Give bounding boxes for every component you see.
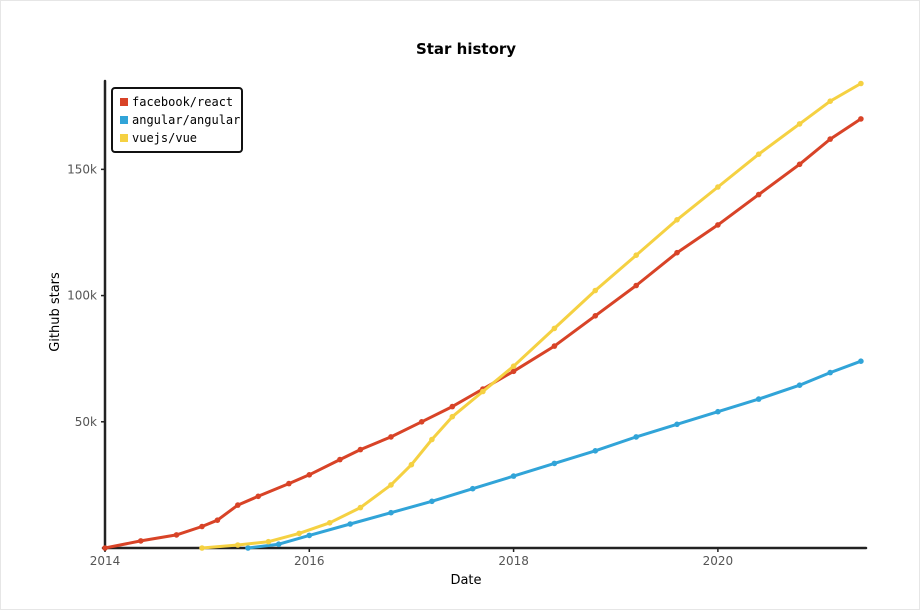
series-vuejs-vue <box>199 80 864 551</box>
data-point-angular-angular <box>674 421 680 428</box>
data-point-vuejs-vue <box>235 542 241 548</box>
data-point-vuejs-vue <box>326 520 333 526</box>
legend-label: facebook/react <box>132 95 233 109</box>
data-point-facebook-react <box>858 116 864 122</box>
data-point-angular-angular <box>796 382 803 389</box>
data-point-facebook-react <box>286 480 292 487</box>
x-tick-label: 2014 <box>90 554 121 568</box>
data-point-vuejs-vue <box>449 413 456 420</box>
x-tick-label: 2020 <box>703 554 734 568</box>
data-point-facebook-react <box>827 136 833 142</box>
x-tick-label: 2018 <box>498 554 529 568</box>
data-point-facebook-react <box>755 191 762 198</box>
data-point-vuejs-vue <box>674 217 680 223</box>
data-point-angular-angular <box>510 473 517 479</box>
series-line-angular-angular <box>246 359 863 550</box>
data-point-facebook-react <box>796 161 803 168</box>
data-point-facebook-react <box>510 368 517 375</box>
legend-label: vuejs/vue <box>132 131 197 145</box>
data-point-angular-angular <box>858 358 864 365</box>
data-point-vuejs-vue <box>296 530 302 537</box>
data-point-facebook-react <box>449 403 456 410</box>
data-point-vuejs-vue <box>429 436 435 443</box>
data-point-facebook-react <box>255 493 261 500</box>
data-point-angular-angular <box>306 532 313 539</box>
legend-label: angular/angular <box>132 113 240 127</box>
data-point-facebook-react <box>337 456 343 463</box>
data-point-vuejs-vue <box>408 461 415 468</box>
series-line-facebook-react <box>103 117 863 550</box>
data-point-vuejs-vue <box>858 80 864 87</box>
y-tick-label: 150k <box>67 162 97 176</box>
series-facebook-react <box>102 116 864 551</box>
x-axis-label: Date <box>450 573 481 588</box>
data-point-vuejs-vue <box>480 388 486 395</box>
data-point-facebook-react <box>173 532 180 538</box>
data-point-facebook-react <box>633 282 639 289</box>
y-axis-label: Github stars <box>48 272 63 352</box>
x-tick-label: 2016 <box>294 554 325 568</box>
data-point-vuejs-vue <box>265 538 272 545</box>
data-point-facebook-react <box>592 313 599 319</box>
data-point-angular-angular <box>755 396 762 402</box>
data-point-vuejs-vue <box>199 545 205 551</box>
legend-box <box>111 87 243 153</box>
data-point-angular-angular <box>429 498 435 505</box>
data-point-facebook-react <box>418 419 425 425</box>
data-point-facebook-react <box>306 472 313 478</box>
data-point-angular-angular <box>715 408 721 415</box>
data-point-facebook-react <box>388 434 394 440</box>
data-point-vuejs-vue <box>755 151 762 157</box>
data-point-facebook-react <box>138 538 144 544</box>
legend-swatch <box>120 116 128 124</box>
data-point-angular-angular <box>592 448 599 454</box>
data-point-facebook-react <box>214 517 221 523</box>
data-point-vuejs-vue <box>510 363 517 370</box>
y-tick-label: 50k <box>75 415 97 429</box>
data-point-vuejs-vue <box>715 184 721 190</box>
data-point-angular-angular <box>347 521 354 527</box>
data-point-vuejs-vue <box>357 504 364 511</box>
data-point-facebook-react <box>715 222 721 228</box>
data-point-facebook-react <box>235 502 241 508</box>
data-point-facebook-react <box>357 446 364 453</box>
data-point-angular-angular <box>245 545 251 551</box>
data-point-facebook-react <box>199 523 205 530</box>
legend-swatch <box>120 134 128 142</box>
data-point-vuejs-vue <box>796 121 803 127</box>
data-point-vuejs-vue <box>827 98 833 104</box>
y-tick-label: 100k <box>67 289 97 303</box>
data-point-vuejs-vue <box>633 252 639 258</box>
data-point-angular-angular <box>633 434 639 440</box>
axes-layer: 50k 100k 150k 2014 2016 2018 2020 <box>67 79 868 568</box>
data-point-vuejs-vue <box>551 325 558 332</box>
chart-title: Star history <box>416 40 516 58</box>
series-layer <box>102 80 864 551</box>
series-angular-angular <box>245 358 864 551</box>
data-point-angular-angular <box>827 369 833 376</box>
data-point-angular-angular <box>551 460 558 467</box>
data-point-angular-angular <box>469 485 476 492</box>
legend-swatch <box>120 98 128 106</box>
data-point-angular-angular <box>275 541 282 547</box>
data-point-facebook-react <box>102 545 108 551</box>
data-point-vuejs-vue <box>388 482 394 488</box>
data-point-vuejs-vue <box>592 287 599 294</box>
data-point-angular-angular <box>388 509 394 516</box>
legend: facebook/react angular/angular vuejs/vue <box>111 87 243 153</box>
data-point-facebook-react <box>674 249 680 256</box>
data-point-facebook-react <box>551 343 558 349</box>
